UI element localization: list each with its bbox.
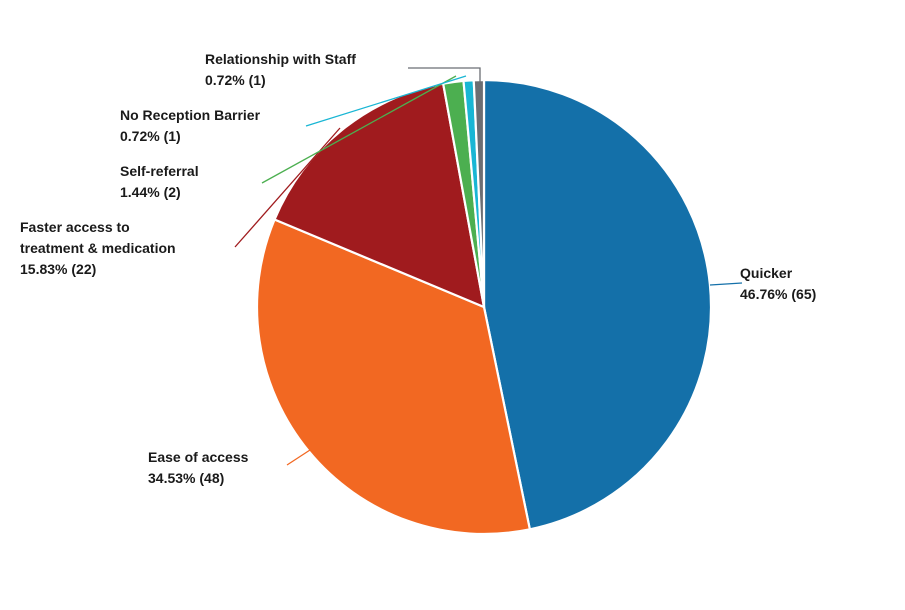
leader-line-self-referral (261, 75, 457, 184)
pie-slices (255, 78, 713, 536)
leader-line-relationship-with-staff (408, 67, 481, 85)
pie-slice-faster-access-to-treatment-medication (273, 82, 486, 309)
pie-slice-quicker (482, 78, 713, 531)
slice-label-ease-of-access: Ease of access 34.53% (48) (148, 449, 249, 486)
slice-label-self-referral: Self-referral 1.44% (2) (120, 163, 199, 200)
leader-line-no-reception-barrier (305, 75, 467, 127)
pie-labels: Quicker 46.76% (65) Ease of access 34.53% (… (20, 51, 816, 486)
slice-label-faster-access-to-treatment-medication: Faster access to treatment & medication 15… (20, 219, 176, 277)
leader-line-faster-access-to-treatment-medication (234, 127, 341, 248)
pie-slice-relationship-with-staff (472, 78, 486, 309)
slice-label-no-reception-barrier: No Reception Barrier 0.72% (1) (120, 107, 261, 144)
slice-label-quicker: Quicker 46.76% (65) (740, 265, 816, 302)
slice-label-relationship-with-staff: Relationship with Staff 0.72% (1) (205, 51, 356, 88)
leader-line-ease-of-access (286, 449, 311, 466)
leader-line-quicker (709, 282, 743, 286)
